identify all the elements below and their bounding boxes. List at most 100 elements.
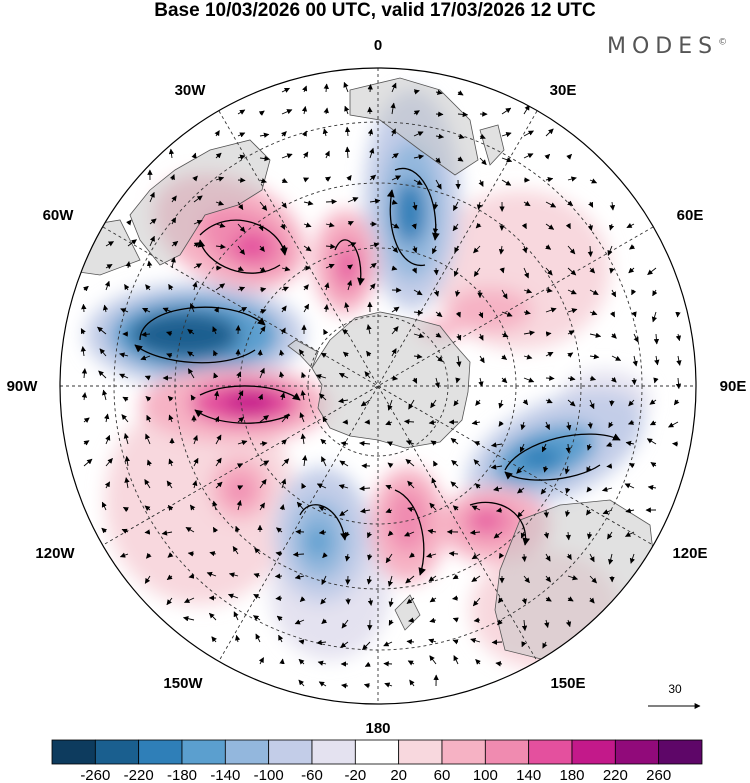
wind-vector: [344, 105, 350, 115]
wind-vector: [652, 289, 658, 297]
longitude-labels: 0 30E 60E 90E 120E 150E 180 150W 120W 90…: [7, 37, 747, 737]
wind-vector: [367, 553, 373, 561]
wind-vector: [167, 504, 174, 511]
wind-vector: [413, 89, 420, 95]
wind-vector: [649, 399, 657, 405]
wind-vector: [168, 458, 174, 467]
wind-vector: [629, 553, 635, 564]
wind-vector: [237, 485, 244, 491]
wind-vector: [303, 222, 312, 228]
wind-vector: [189, 504, 196, 511]
wind-vector: [545, 267, 553, 276]
wind-vector: [451, 460, 459, 467]
wind-vector: [448, 550, 459, 557]
circulation-arrow: [394, 489, 426, 576]
wind-vector: [274, 573, 283, 579]
wind-vector: [144, 505, 151, 512]
wind-vector: [542, 641, 548, 649]
wind-vector: [676, 355, 682, 366]
wind-vector: [105, 434, 111, 445]
wind-vector: [99, 348, 107, 357]
wind-vector: [281, 177, 288, 183]
wind-vector: [318, 529, 327, 535]
meridian: [218, 110, 538, 662]
wind-vector: [430, 440, 437, 446]
wind-vector: [519, 443, 525, 453]
lon-label-30w: 30W: [175, 82, 207, 99]
wind-vector: [567, 375, 576, 382]
wind-vector: [323, 83, 329, 93]
map-disk: [60, 68, 696, 704]
wind-vector: [567, 200, 574, 206]
wind-vector: [83, 417, 90, 423]
wind-vector: [387, 462, 394, 469]
wind-vector: [499, 267, 505, 274]
wind-vector: [237, 132, 246, 138]
colorbar-swatch: [571, 739, 616, 765]
wind-vector: [366, 350, 372, 357]
colorbar-swatch: [441, 739, 486, 765]
wind-vector: [80, 328, 86, 335]
colorbar-tick-label: -260: [80, 767, 110, 783]
wind-vector: [149, 218, 157, 225]
wind-vector: [457, 90, 464, 96]
wind-vector: [391, 223, 400, 229]
wind-vector: [237, 245, 245, 255]
wind-vector: [495, 661, 503, 667]
wind-vector: [340, 641, 349, 648]
wind-vector: [390, 128, 396, 137]
wind-vector: [236, 499, 242, 511]
wind-vector: [435, 355, 444, 362]
wind-vector: [145, 396, 152, 402]
wind-vector: [501, 157, 513, 163]
wind-vector: [391, 245, 399, 253]
wind-vector: [339, 460, 349, 467]
wind-vector: [302, 85, 308, 93]
wind-vector: [541, 443, 547, 453]
wind-vector: [545, 553, 551, 562]
wind-vector: [237, 440, 248, 446]
wind-vector: [523, 309, 531, 316]
wind-vector: [609, 267, 615, 274]
wind-vector: [341, 683, 349, 689]
wind-vector: [347, 221, 354, 226]
wind-vector: [453, 201, 459, 211]
wind-vector: [567, 289, 577, 295]
wind-vector: [322, 552, 328, 559]
wind-vector: [321, 456, 327, 467]
wind-vector: [258, 110, 265, 116]
wind-vector: [83, 458, 93, 467]
wind-vector: [501, 131, 512, 138]
wind-vector: [408, 617, 415, 623]
wind-vector: [215, 222, 226, 228]
wind-vector: [362, 641, 371, 651]
wind-vector: [391, 265, 398, 271]
wind-vector: [452, 617, 459, 623]
map-title: Base 10/03/2026 00 UTC, valid 17/03/2026…: [154, 0, 596, 21]
wind-vector: [498, 399, 504, 409]
wind-vector: [413, 353, 423, 360]
wind-vector: [281, 153, 293, 159]
wind-vector: [567, 267, 577, 276]
wind-vector: [187, 329, 195, 335]
wind-vector: [432, 201, 439, 210]
wind-vector: [411, 267, 417, 274]
wind-vector: [521, 641, 527, 648]
wind-vector: [259, 367, 265, 379]
wind-vector: [102, 304, 109, 313]
wind-vector: [409, 552, 416, 558]
wind-vector: [383, 641, 393, 647]
wind-vector: [473, 441, 481, 447]
circulation-arrow: [469, 501, 530, 546]
wind-vector: [475, 659, 481, 665]
wind-vector: [387, 575, 394, 587]
wind-vector: [649, 420, 657, 426]
wind-vector: [237, 201, 244, 211]
wind-vector: [259, 132, 270, 138]
wind-vector: [320, 352, 327, 358]
wind-vector: [387, 530, 394, 537]
wind-vector: [675, 311, 681, 318]
wind-vector: [385, 508, 393, 514]
wind-vector: [457, 111, 469, 118]
wind-vector: [259, 308, 267, 315]
